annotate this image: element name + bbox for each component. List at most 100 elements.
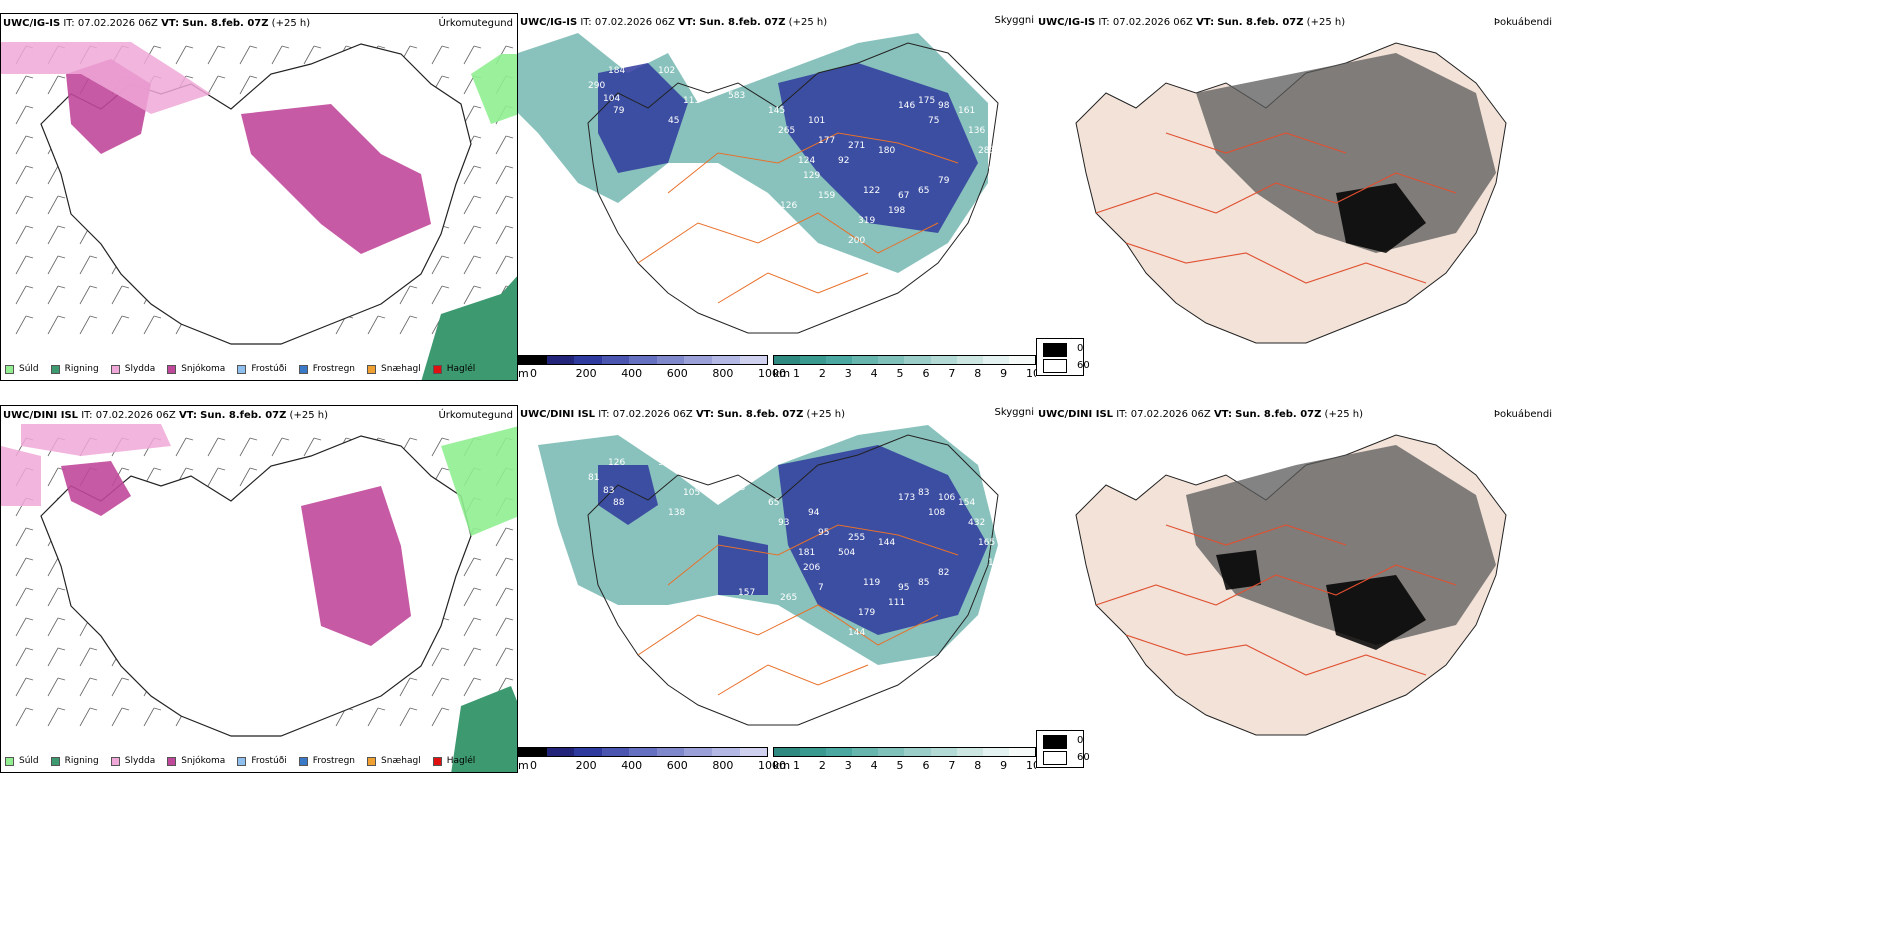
depth-label: 52 xyxy=(988,166,999,176)
wind-barb xyxy=(15,647,34,667)
wind-barb xyxy=(463,677,482,697)
wind-barb xyxy=(175,45,194,65)
depth-label: 283 xyxy=(978,146,995,156)
rain-area-southeast xyxy=(421,276,517,380)
depth-label: 144 xyxy=(878,538,895,548)
depth-label: 240 xyxy=(728,603,745,613)
legend-item: Rigning xyxy=(50,756,99,766)
precip-type-map-row2: UWC/DINI ISL IT: 07.02.2026 06Z VT: Sun.… xyxy=(0,405,518,773)
depth-label: 122 xyxy=(863,186,880,196)
legend-label: Haglél xyxy=(446,364,476,374)
wind-barb xyxy=(239,467,258,487)
depth-tick: 1000 xyxy=(758,367,786,380)
wind-barb xyxy=(47,285,66,305)
depth-label: 198 xyxy=(728,483,745,493)
depth-label: 184 xyxy=(608,66,625,76)
depth-tick: 600 xyxy=(666,367,688,380)
visibility-tick: 2 xyxy=(818,367,826,380)
wind-barb xyxy=(15,617,34,637)
visibility-tick: 5 xyxy=(896,367,904,380)
legend-item: Slydda xyxy=(110,364,155,374)
depth-label: 111 xyxy=(728,211,745,221)
visibility-tick: 3 xyxy=(844,367,852,380)
depth-label: 432 xyxy=(968,518,985,528)
depth-label: 65 xyxy=(768,498,779,508)
wind-barb xyxy=(303,45,322,65)
legend-label: Súld xyxy=(19,756,39,766)
visibility-tick: 5 xyxy=(896,759,904,772)
depth-label: 102 xyxy=(658,66,675,76)
road-network xyxy=(637,132,959,304)
visibility-tick: 7 xyxy=(948,367,956,380)
precip-map-canvas xyxy=(1,42,517,380)
fog-tick-max: 0 xyxy=(1077,735,1084,746)
precip-type-map-row1: UWC/IG-IS IT: 07.02.2026 06Z VT: Sun. 8.… xyxy=(0,13,518,381)
visibility-tick: 1 xyxy=(793,367,800,380)
depth-label: 81 xyxy=(588,473,599,483)
wind-barb xyxy=(15,677,34,697)
legend-swatch xyxy=(5,364,14,374)
legend-swatch xyxy=(167,364,177,374)
precip-legend: Súld Rigning Slydda Snjókoma Frostúði Frostre… xyxy=(5,756,475,766)
panel-title: UWC/IG-IS IT: 07.02.2026 06Z VT: Sun. 8.… xyxy=(520,17,828,28)
iceland-outline xyxy=(587,434,999,726)
fog-map-canvas xyxy=(1075,42,1507,344)
legend-item: Snæhagl xyxy=(367,364,421,374)
wind-barb xyxy=(79,255,98,275)
wind-barb xyxy=(495,587,514,607)
wind-barb xyxy=(207,437,226,457)
depth-label: 97 xyxy=(658,458,669,468)
depth-label: 198 xyxy=(888,206,905,216)
depth-label: 271 xyxy=(848,141,865,151)
wind-barb xyxy=(175,437,194,457)
legend-swatch xyxy=(50,364,60,374)
precip-map-canvas xyxy=(1,424,517,772)
wind-barb xyxy=(15,587,34,607)
wind-barb xyxy=(495,617,514,637)
depth-colorbar: m 0 200 400 600 800 1000 xyxy=(518,355,786,381)
depth-label: 200 xyxy=(848,236,865,246)
depth-tick: 200 xyxy=(575,367,597,380)
legend-item: Súld xyxy=(5,364,39,374)
depth-label: 83 xyxy=(603,486,614,496)
depth-label: 124 xyxy=(798,156,815,166)
visibility-tick: 4 xyxy=(870,367,878,380)
legend-label: Snæhagl xyxy=(381,364,421,374)
snow-depth-area-northwest xyxy=(598,63,688,173)
wind-barb xyxy=(79,285,98,305)
wind-barb xyxy=(463,557,482,577)
legend-swatch xyxy=(237,756,247,766)
depth-label: 126 xyxy=(608,458,625,468)
legend-label: Rigning xyxy=(64,364,99,374)
snow-depth-area-north xyxy=(778,445,988,635)
depth-tick: 600 xyxy=(666,759,688,772)
wind-barb xyxy=(79,677,98,697)
panel-title: UWC/DINI ISL IT: 07.02.2026 06Z VT: Sun.… xyxy=(3,410,328,421)
panel-title: UWC/IG-IS IT: 07.02.2026 06Z VT: Sun. 8.… xyxy=(1038,17,1346,28)
wind-barb xyxy=(463,195,482,215)
depth-label: 45 xyxy=(668,116,679,126)
visibility-tick: 6 xyxy=(922,759,930,772)
visibility-tick: 8 xyxy=(974,759,982,772)
precip-title: Úrkomutegund xyxy=(438,410,513,421)
legend-swatch xyxy=(432,756,442,766)
visibility-title: Skyggni xyxy=(994,15,1034,26)
legend-swatch xyxy=(237,364,247,374)
legend-item: Frostúði xyxy=(237,756,287,766)
depth-label: 157 xyxy=(738,588,755,598)
wind-barb xyxy=(463,165,482,185)
wind-barb xyxy=(463,647,482,667)
depth-label: 65 xyxy=(918,186,929,196)
visibility-tick: 3 xyxy=(844,759,852,772)
legend-swatch xyxy=(367,756,377,766)
wind-barb xyxy=(239,437,258,457)
snow-area-central xyxy=(241,104,431,254)
wind-barb xyxy=(143,707,162,727)
depth-label: 146 xyxy=(898,101,915,111)
depth-label: 133 xyxy=(988,558,1005,568)
depth-label: 180 xyxy=(878,146,895,156)
depth-tick: 800 xyxy=(712,367,734,380)
wind-barb xyxy=(79,647,98,667)
legend-swatch xyxy=(432,364,442,374)
